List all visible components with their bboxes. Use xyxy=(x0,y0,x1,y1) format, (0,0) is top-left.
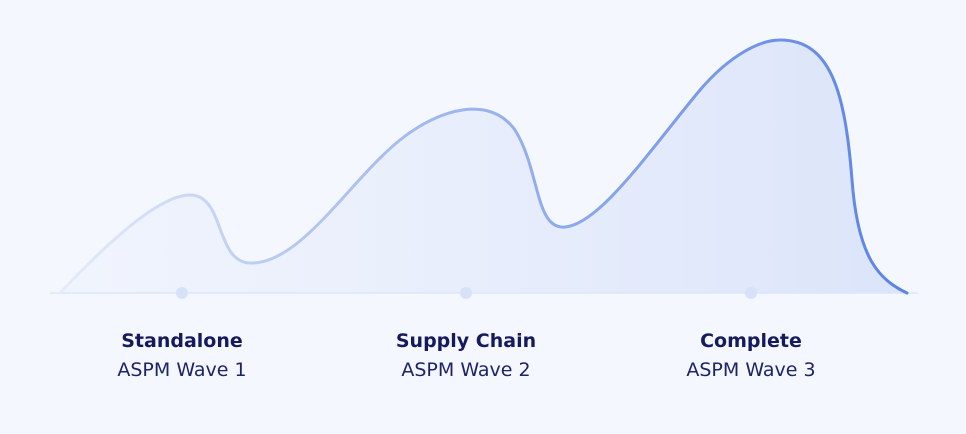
stage-subtitle: ASPM Wave 1 xyxy=(117,359,246,381)
stage-title: Standalone xyxy=(121,330,243,352)
stage-dot xyxy=(745,287,757,299)
stage-dot xyxy=(460,287,472,299)
stage-title: Complete xyxy=(700,330,802,352)
wave-line xyxy=(58,38,909,295)
wave-area xyxy=(60,40,907,293)
stage-subtitle: ASPM Wave 3 xyxy=(686,359,815,381)
stage-dot xyxy=(176,287,188,299)
stage-subtitle: ASPM Wave 2 xyxy=(401,359,530,381)
stage-title: Supply Chain xyxy=(396,330,536,352)
